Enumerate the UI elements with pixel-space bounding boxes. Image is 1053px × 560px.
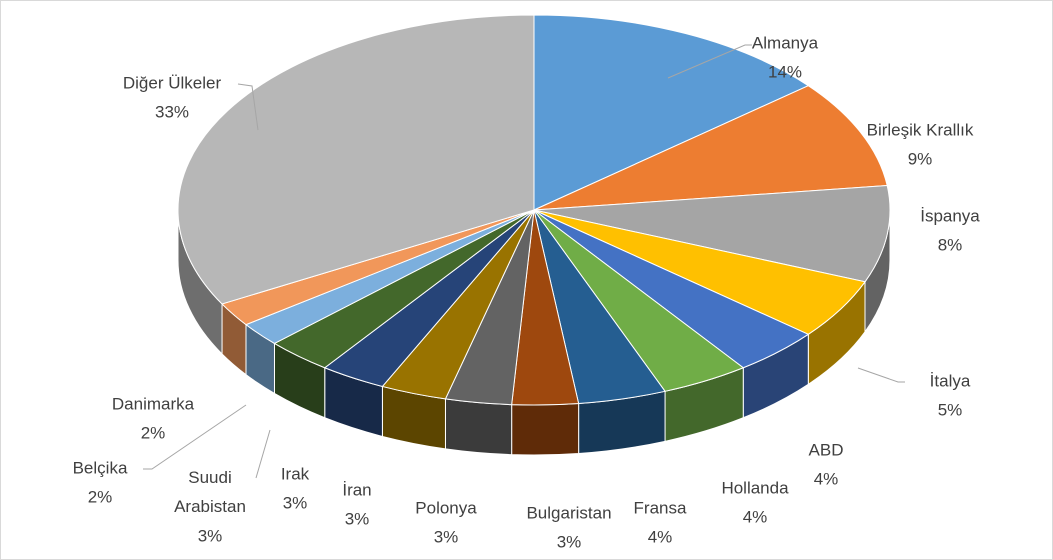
slice [177, 14, 535, 305]
slice-side [444, 398, 513, 456]
data-label-value: 3% [434, 527, 459, 546]
data-label-value: 4% [648, 527, 673, 546]
leader-line [857, 367, 905, 383]
data-label-value: 2% [141, 423, 166, 442]
data-label-name: ABD [809, 440, 844, 459]
leader-line [667, 44, 752, 79]
leader-line [255, 429, 271, 479]
data-label-name: Suudi Arabistan [174, 468, 246, 516]
slice [533, 185, 891, 283]
data-label-name: Polonya [415, 498, 477, 517]
slice [533, 85, 888, 211]
data-label-value: 3% [283, 493, 308, 512]
slice-side [511, 402, 580, 456]
data-label-name: Diğer Ülkeler [123, 73, 222, 92]
data-label-name: Hollanda [721, 478, 789, 497]
data-label-name: Fransa [634, 498, 687, 517]
data-label-value: 4% [743, 507, 768, 526]
data-label-name: İran [342, 480, 371, 499]
data-label-name: Almanya [752, 33, 819, 52]
data-label-value: 5% [938, 400, 963, 419]
data-label-value: 4% [814, 469, 839, 488]
data-label-value: 3% [557, 532, 582, 551]
data-label-name: İspanya [920, 206, 980, 225]
slice [533, 14, 810, 211]
data-label-name: İtalya [930, 371, 971, 390]
data-label-value: 8% [938, 235, 963, 254]
data-label-name: Birleşik Krallık [867, 120, 974, 139]
leader-line [143, 404, 247, 470]
data-label-value: 14% [768, 62, 802, 81]
data-label-name: Irak [281, 464, 310, 483]
data-label-name: Bulgaristan [526, 503, 611, 522]
data-label-value: 3% [345, 509, 370, 528]
data-label-value: 33% [155, 102, 189, 121]
data-label-value: 3% [198, 526, 223, 545]
data-label-name: Belçika [73, 458, 128, 477]
data-label-name: Danimarka [112, 394, 195, 413]
leader-line [237, 83, 259, 131]
data-label-value: 2% [88, 487, 113, 506]
data-label-value: 9% [908, 149, 933, 168]
